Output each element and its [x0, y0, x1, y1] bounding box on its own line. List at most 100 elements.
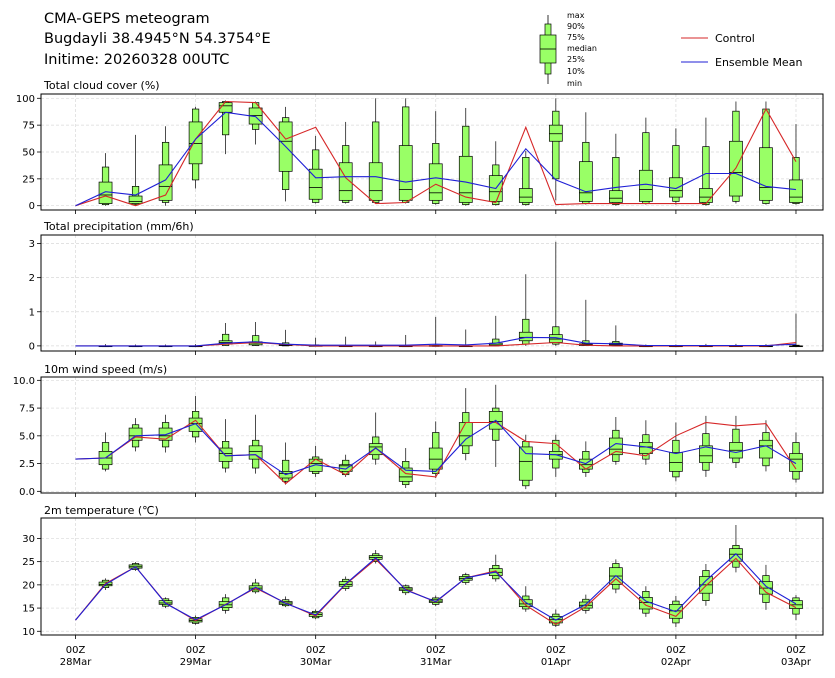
box-126h: [699, 117, 713, 206]
mean-series-line: [75, 336, 797, 347]
y-tick-label: 7.5: [19, 404, 35, 415]
box-132h: [729, 415, 743, 469]
x-tick-label-time: 00Z: [306, 645, 326, 656]
box-96h: [548, 98, 563, 201]
x-tick-label-time: 00Z: [666, 645, 686, 656]
box-10-90: [522, 157, 530, 205]
box-144h: [789, 432, 803, 483]
panel-title-cloud-cover: Total cloud cover (%): [43, 79, 160, 92]
x-tick-label-date: 31Mar: [420, 657, 452, 668]
box-25-75: [128, 195, 143, 204]
x-tick-label-date: 01Apr: [541, 657, 572, 668]
box-25-75: [248, 445, 263, 460]
box-25-75: [398, 145, 413, 201]
x-tick-label-date: 29Mar: [180, 657, 212, 668]
box-25-75: [458, 422, 473, 447]
mean-series-line: [75, 419, 797, 476]
panel-title-wind-speed: 10m wind speed (m/s): [44, 363, 167, 376]
y-tick-label: 0: [29, 341, 35, 352]
box-126h: [699, 415, 713, 477]
box-66h: [398, 98, 413, 204]
x-tick-label-date: 30Mar: [300, 657, 332, 668]
panel-precipitation: Total precipitation (mm/6h) 0 1 2 3: [29, 220, 824, 355]
box-25-75: [428, 163, 443, 201]
figure-location: Bugdayli 38.4945°N 54.3754°E: [44, 31, 271, 47]
y-tick-label: 0.0: [19, 487, 35, 498]
y-tick-label: 10: [22, 627, 35, 638]
y-tick-label: 5.0: [19, 431, 35, 442]
box-25-75: [458, 155, 473, 203]
box-72h: [428, 421, 443, 479]
box-25-75: [518, 188, 533, 203]
control-series-line: [75, 419, 797, 485]
box-30h: [218, 100, 233, 155]
box-10-90: [552, 110, 560, 180]
panel-title-temperature: 2m temperature (℃): [44, 504, 159, 517]
box-108h: [609, 133, 623, 206]
y-tick-label: 30: [22, 534, 35, 545]
box-24h: [188, 106, 203, 189]
panel-cloud-cover: Total cloud cover (%) 0 25 50 75 100: [16, 79, 824, 214]
box-10-90: [612, 157, 620, 205]
box-25-75: [308, 168, 323, 200]
box-25-75: [699, 445, 713, 463]
x-tick-label-date: 03Apr: [781, 657, 812, 668]
y-tick-label: 3: [29, 239, 35, 250]
box-25-75: [128, 427, 143, 441]
y-tick-label: 100: [16, 94, 35, 105]
legend-label-10: 10%: [567, 67, 585, 76]
mean-series-line: [75, 553, 797, 621]
box-25-75: [609, 190, 623, 203]
legend-control-label: Control: [715, 32, 755, 45]
plot-frame: [40, 234, 824, 352]
legend-label-75: 75%: [567, 33, 585, 42]
box-25-75: [759, 439, 773, 459]
x-tick-label-time: 00Z: [66, 645, 86, 656]
plot-frame: [40, 517, 824, 636]
box-10-90: [282, 459, 290, 482]
box-25-75: [699, 188, 713, 203]
y-tick-label: 25: [22, 557, 35, 568]
box-90h: [518, 150, 533, 206]
x-tick-label-date: 28Mar: [60, 657, 92, 668]
legend-label-25: 25%: [567, 55, 585, 64]
panel-wind-speed: 10m wind speed (m/s) 0.0 2.5 5.0 7.5 10.0: [13, 363, 824, 498]
box-72h: [428, 111, 443, 205]
line-legend: Control Ensemble Mean: [681, 32, 802, 69]
box-legend: max 90% 75% median 25% 10% min: [539, 11, 597, 88]
box-25-75: [368, 162, 383, 201]
y-tick-label: 15: [22, 604, 35, 615]
box-48h: [308, 135, 323, 204]
box-25-75: [548, 124, 563, 142]
x-tick-label-time: 00Z: [426, 645, 446, 656]
box-25-75: [639, 169, 653, 202]
y-tick-label: 1: [29, 307, 35, 318]
box-10-90: [252, 335, 260, 346]
box-10-90: [672, 145, 680, 202]
y-tick-label: 10.0: [13, 376, 35, 387]
x-tick-label-time: 00Z: [186, 645, 206, 656]
box-25-75: [98, 181, 113, 204]
y-tick-label: 25: [22, 174, 35, 185]
figure-title: CMA-GEPS meteogram: [44, 11, 210, 27]
plot-area: [41, 235, 823, 351]
box-120h: [669, 422, 683, 482]
box-25-75: [789, 179, 803, 203]
box-25-75: [578, 161, 593, 202]
box-25-75: [518, 446, 533, 481]
box-25-75: [789, 453, 803, 472]
x-axis-labels: 00Z28Mar00Z29Mar00Z30Mar00Z31Mar00Z01Apr…: [60, 645, 812, 668]
box-25-75: [368, 443, 383, 456]
legend-label-median: median: [567, 44, 597, 53]
box-144h: [789, 124, 803, 205]
box-114h: [639, 117, 653, 205]
box-10-90: [372, 121, 380, 203]
x-tick-label-time: 00Z: [546, 645, 566, 656]
box-25-75: [609, 437, 623, 456]
legend-label-min: min: [567, 79, 582, 88]
box-60h: [368, 98, 383, 204]
box-144h: [789, 313, 803, 348]
y-tick-label: 0: [29, 201, 35, 212]
box-25-75: [759, 147, 773, 201]
